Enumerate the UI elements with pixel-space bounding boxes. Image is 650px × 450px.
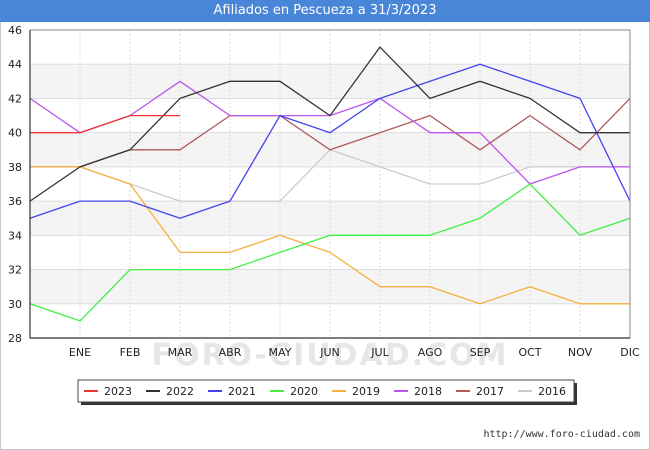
x-tick-label: MAR	[168, 346, 193, 359]
series-line-2023	[30, 114, 180, 134]
y-tick-label: 34	[8, 229, 22, 242]
x-tick-label: ENE	[69, 346, 91, 359]
series-layer	[29, 46, 631, 322]
axes	[29, 29, 631, 339]
x-tick-label: SEP	[470, 346, 491, 359]
x-tick-labels: ENE FEB MAR ABR MAY JUN JUL AGO SEP OCT NOV DIC	[69, 346, 640, 359]
watermark: FORO-CIUDAD.COM	[152, 338, 509, 373]
x-tick-label: ABR	[219, 346, 242, 359]
y-tick-label: 46	[8, 24, 22, 37]
series-line-2021	[29, 63, 631, 219]
y-tick-label: 44	[8, 58, 22, 71]
x-tick-label: MAY	[269, 346, 292, 359]
series-line-2022	[29, 46, 630, 202]
x-tick-label: FEB	[120, 346, 141, 359]
y-tick-label: 40	[8, 127, 22, 140]
legend-label-2016: 2016	[538, 385, 566, 398]
y-tick-label: 42	[8, 92, 22, 105]
x-tick-label: OCT	[518, 346, 541, 359]
series-line-2020	[29, 183, 631, 322]
legend-label-2017: 2017	[476, 385, 504, 398]
legend-label-2020: 2020	[290, 385, 318, 398]
legend-label-2019: 2019	[352, 385, 380, 398]
legend-box	[77, 379, 575, 403]
y-tick-label: 32	[8, 264, 22, 277]
legend-label-2018: 2018	[414, 385, 442, 398]
y-tick-label: 30	[8, 298, 22, 311]
series-line-2019	[30, 166, 630, 305]
source-url: http://www.foro-ciudad.com	[483, 429, 640, 440]
y-tick-label: 28	[8, 332, 22, 345]
plot-band	[30, 303, 630, 338]
x-tick-label: DIC	[620, 346, 640, 359]
legend: 2023 2022 2021 2020 2019 2018 2017 2016	[77, 379, 577, 405]
series-line-2016	[79, 149, 630, 202]
legend-label-2021: 2021	[228, 385, 256, 398]
y-tick-label: 36	[8, 195, 22, 208]
x-tick-label: AGO	[418, 346, 443, 359]
x-tick-label: JUL	[370, 346, 389, 359]
y-tick-label: 38	[8, 161, 22, 174]
plot-band	[30, 64, 630, 99]
legend-label-2022: 2022	[166, 385, 194, 398]
x-tick-label: NOV	[568, 346, 593, 359]
x-tick-label: JUN	[319, 346, 340, 359]
chart-title: Afiliados en Pescueza a 31/3/2023	[0, 0, 650, 22]
legend-label-2023: 2023	[104, 385, 132, 398]
y-tick-labels: 28 30 32 34 36 38 40 42 44 46	[8, 24, 22, 345]
